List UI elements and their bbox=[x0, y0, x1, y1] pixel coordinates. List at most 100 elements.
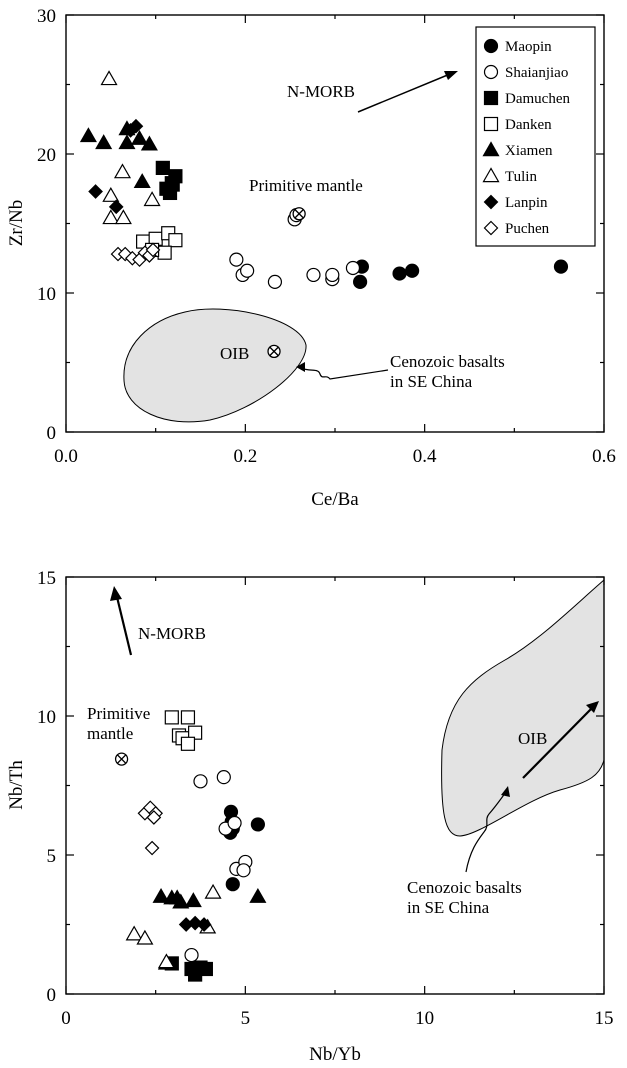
chart2-y-tick-label: 15 bbox=[37, 568, 56, 589]
legend-label-puchen: Puchen bbox=[505, 221, 550, 237]
chart1-point-damuchen bbox=[155, 160, 170, 175]
chart2-point-xiamen bbox=[184, 892, 202, 908]
chart2-y-tick-label: 0 bbox=[47, 985, 57, 1006]
chart2-x-tick-label: 10 bbox=[415, 1008, 434, 1029]
chart1-point-xiamen bbox=[79, 127, 97, 143]
oib-label-2: OIB bbox=[518, 729, 547, 748]
chart2-point-lanpin bbox=[187, 915, 203, 931]
chart1-x-tick-label: 0.6 bbox=[592, 446, 616, 467]
nmorb-arrowhead-2 bbox=[110, 586, 122, 601]
chart1-point-damuchen bbox=[165, 177, 180, 192]
chart1-point-tulin bbox=[102, 209, 120, 225]
chart2-point-danken bbox=[188, 725, 203, 740]
legend-items: Maopin Shaianjiao Damuchen Danken Xiamen Tuli… bbox=[482, 38, 570, 237]
chart2-point-shaianjiao bbox=[184, 947, 199, 963]
nmorb-arrowhead bbox=[444, 71, 458, 80]
chart1-markers bbox=[79, 70, 569, 359]
chart1-reference-point bbox=[267, 344, 281, 359]
chart2-x-tick-label: 15 bbox=[595, 1008, 614, 1029]
legend-marker-xiamen bbox=[482, 141, 500, 157]
legend-marker-shaianjiao bbox=[483, 64, 499, 80]
legend: Maopin Shaianjiao Damuchen Danken Xiamen Tuli… bbox=[475, 26, 596, 247]
chart2-x-axis-title: Nb/Yb bbox=[309, 1044, 361, 1065]
chart2-y-axis-title: Nb/Th bbox=[6, 760, 27, 810]
cenozoic-label-line2: in SE China bbox=[390, 372, 473, 391]
cenozoic-basalt-field-2 bbox=[441, 578, 605, 837]
primitive-mantle-label: Primitive mantle bbox=[249, 176, 363, 195]
chart1-x-tick-label: 0.0 bbox=[54, 446, 78, 467]
legend-marker-damuchen bbox=[483, 90, 499, 106]
legend-label-xiamen: Xiamen bbox=[505, 143, 553, 159]
chart1-point-maopin bbox=[553, 259, 569, 274]
chart2-x-tick-label: 0 bbox=[61, 1008, 71, 1029]
cenozoic-label-line1: Cenozoic basalts bbox=[390, 352, 505, 371]
chart1-point-lanpin bbox=[108, 199, 124, 215]
nmorb-arrow-line bbox=[357, 73, 451, 113]
chart2-point-puchen bbox=[144, 840, 160, 856]
chart2-point-xiamen bbox=[249, 887, 267, 903]
chart1-point-shaianjiao bbox=[267, 274, 283, 289]
chart1-point-danken bbox=[157, 245, 172, 260]
chart1-plot-frame bbox=[65, 14, 605, 433]
oib-arrow-line bbox=[522, 707, 593, 779]
chart1-y-tick-label: 10 bbox=[37, 284, 56, 305]
chart1-y-tick-label: 0 bbox=[47, 423, 57, 444]
chart1-point-danken bbox=[168, 233, 183, 248]
chart1-x-axis-title: Ce/Ba bbox=[311, 489, 359, 510]
chart2-point-lanpin bbox=[193, 963, 208, 978]
chart1-x-tick-label: 0.4 bbox=[413, 446, 437, 467]
chart1-point-lanpin bbox=[88, 184, 103, 199]
chart1-point-tulin bbox=[100, 70, 118, 86]
primitive-mantle-label-line1: Primitive bbox=[87, 704, 150, 723]
chart2-point-tulin bbox=[204, 883, 222, 899]
chart2-point-danken bbox=[180, 736, 196, 751]
nmorb-arrow-line-2 bbox=[115, 596, 133, 656]
chart1-point-xiamen bbox=[140, 135, 158, 151]
primitive-mantle-label-line2: mantle bbox=[87, 724, 133, 743]
chart1-point-maopin bbox=[353, 274, 368, 289]
chart-zr-nb-vs-ce-ba: 0.0 0.2 0.4 0.6 0 10 20 30 N-MORB Primitive man… bbox=[6, 6, 616, 510]
chart2-y-tick-label: 5 bbox=[47, 846, 57, 867]
chart1-point-shaianjiao bbox=[240, 263, 255, 278]
chart2-point-shaianjiao bbox=[216, 770, 231, 785]
chart2-point-tulin bbox=[157, 953, 175, 969]
chart2-point-maopin bbox=[225, 877, 240, 892]
chart1-point-puchen bbox=[145, 242, 161, 258]
chart1-point-shaianjiao bbox=[345, 260, 361, 276]
chart2-plot-frame bbox=[65, 576, 605, 995]
cenozoic-label-2-line1: Cenozoic basalts bbox=[407, 878, 522, 897]
chart2-point-shaianjiao bbox=[236, 863, 251, 878]
chart2-point-shaianjiao bbox=[227, 815, 242, 831]
chart2-x-tick-label: 5 bbox=[241, 1008, 251, 1029]
chart2-point-lanpin bbox=[196, 917, 212, 932]
chart1-point-xiamen bbox=[133, 173, 151, 189]
legend-box bbox=[475, 26, 596, 247]
chart2-markers bbox=[114, 710, 267, 982]
chart1-x-tick-label: 0.2 bbox=[233, 446, 257, 467]
legend-marker-tulin bbox=[482, 167, 500, 183]
cenozoic-leader-line-2 bbox=[465, 791, 507, 873]
chart1-point-shaianjiao bbox=[306, 267, 321, 283]
cenozoic-leader-arrowhead-2 bbox=[501, 786, 510, 797]
legend-label-tulin: Tulin bbox=[505, 169, 537, 185]
chart1-point-tulin bbox=[143, 191, 161, 207]
chart1-point-tulin bbox=[102, 186, 120, 202]
chart1-point-shaianjiao bbox=[325, 267, 340, 283]
chart1-point-shaianjiao bbox=[229, 252, 244, 267]
chart2-point-xiamen bbox=[152, 887, 170, 903]
chart2-point-puchen bbox=[146, 810, 162, 825]
chart1-point-xiamen bbox=[130, 130, 149, 145]
legend-marker-lanpin bbox=[483, 194, 499, 210]
chart1-y-tick-label: 20 bbox=[37, 145, 56, 166]
chart1-axes: 0.0 0.2 0.4 0.6 0 10 20 30 bbox=[37, 6, 616, 467]
chart-nb-th-vs-nb-yb: 0 5 10 15 0 5 10 15 N-MORB Primitive mantle OIB… bbox=[6, 568, 614, 1065]
legend-marker-puchen bbox=[483, 220, 499, 236]
legend-label-damuchen: Damuchen bbox=[505, 91, 570, 107]
chart1-reference-point bbox=[292, 207, 306, 221]
legend-label-danken: Danken bbox=[505, 117, 552, 133]
chart1-point-maopin bbox=[392, 266, 407, 281]
cenozoic-leader-arrowhead bbox=[296, 362, 305, 372]
chart2-reference-point bbox=[114, 752, 129, 766]
chart2-point-danken bbox=[164, 710, 179, 725]
chart2-point-tulin bbox=[125, 925, 143, 941]
